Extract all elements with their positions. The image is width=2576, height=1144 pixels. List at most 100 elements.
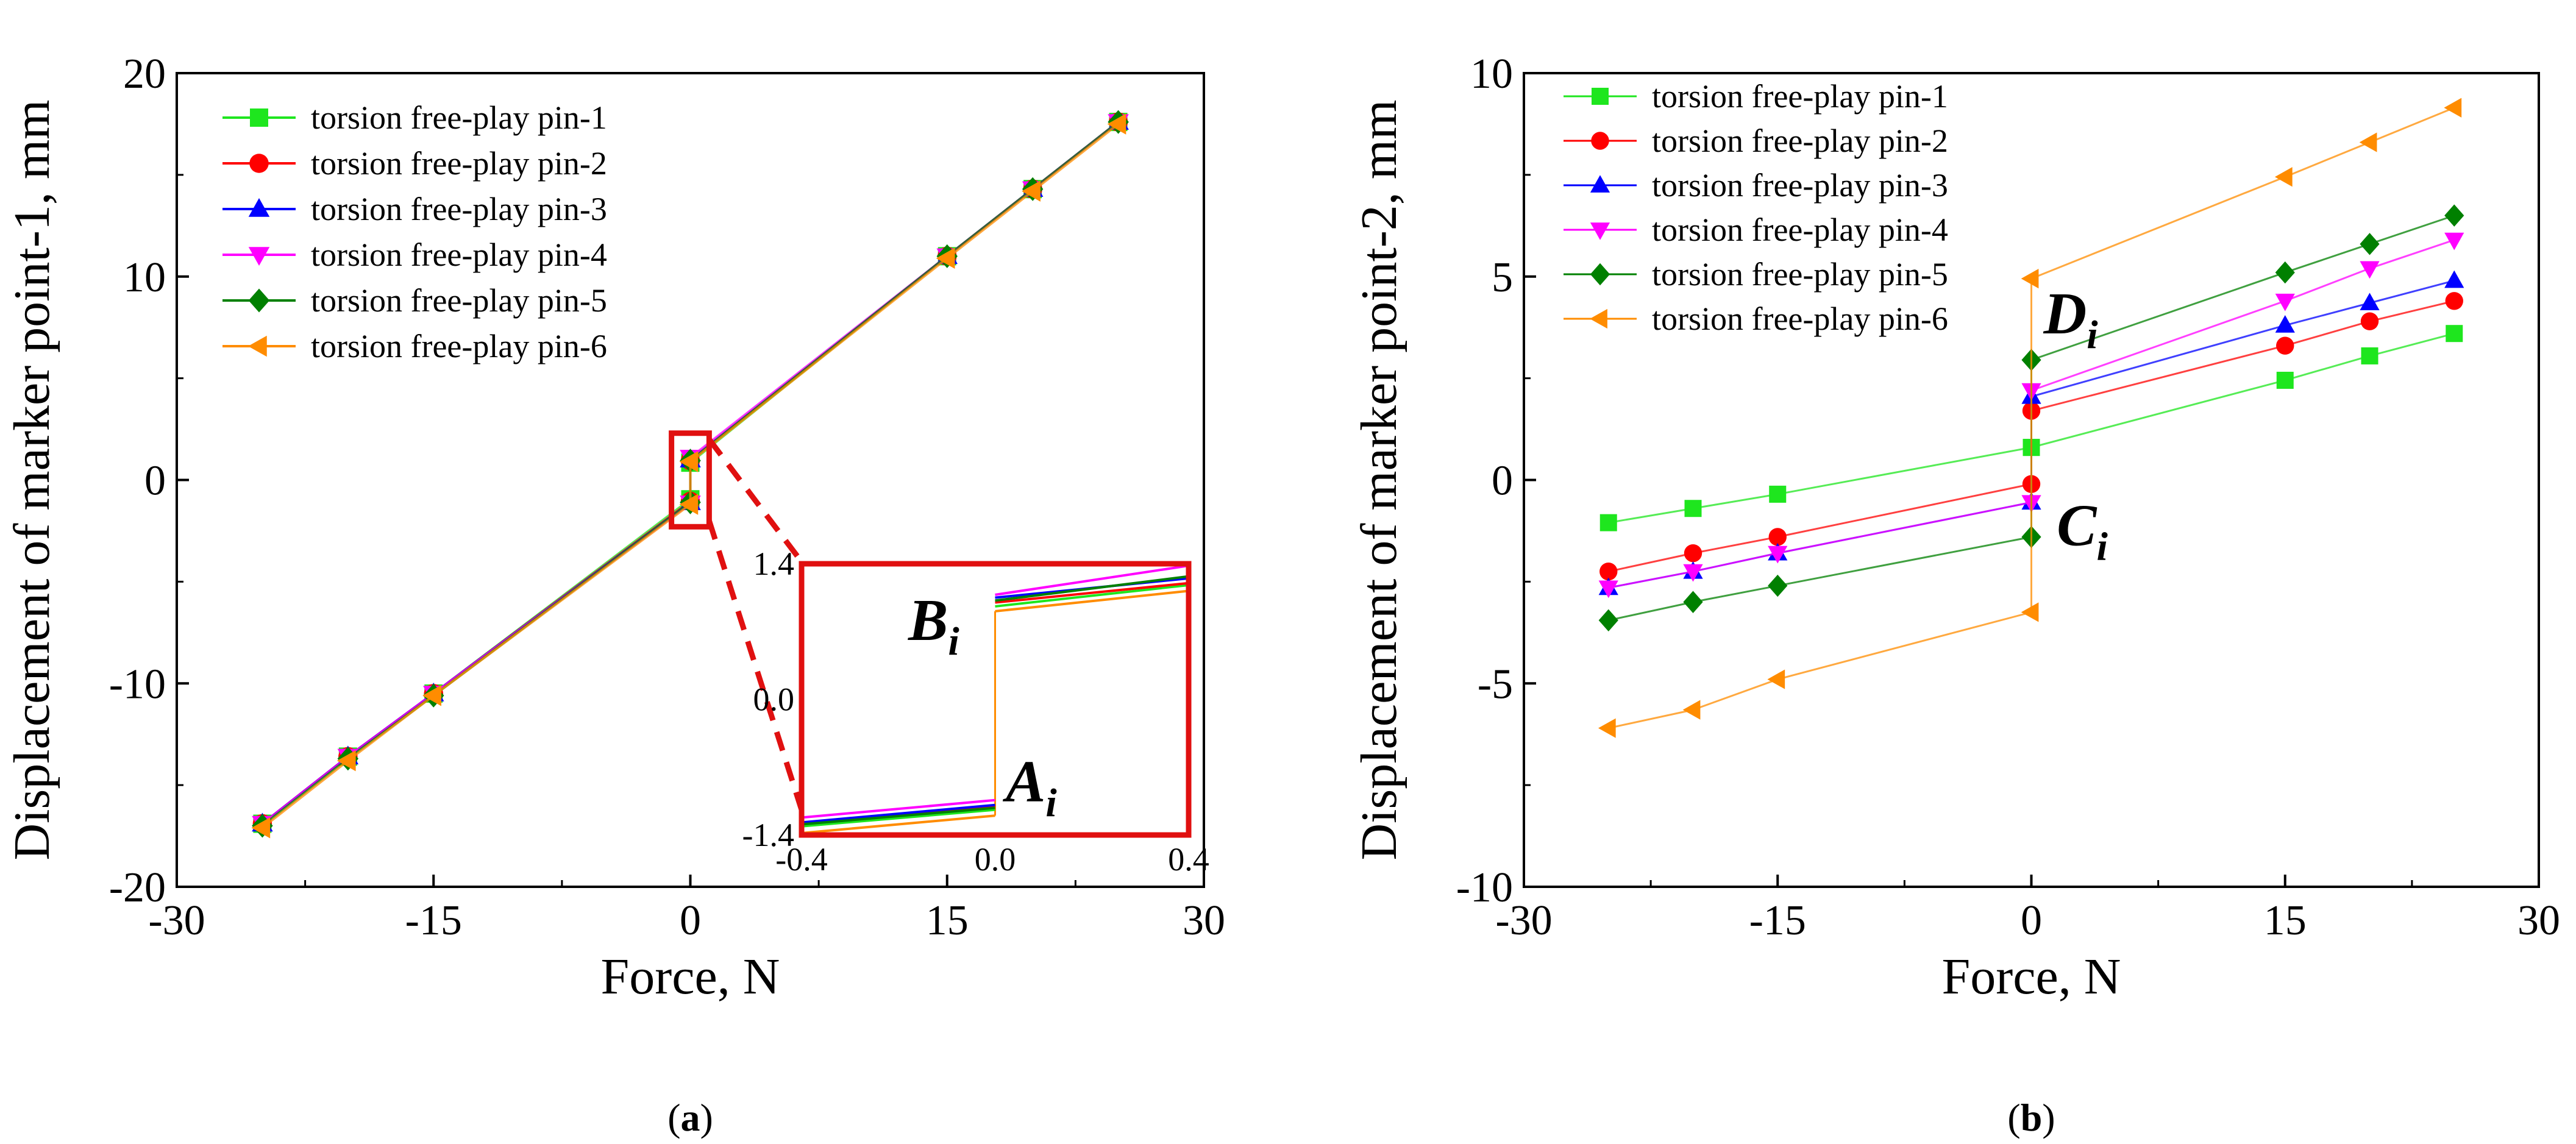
data-point-pin-6 [679, 494, 699, 515]
y-tick-label: 20 [123, 51, 166, 98]
y-tick-label: -20 [109, 864, 166, 911]
data-point-pin-2 [1684, 544, 1703, 563]
x-tick-label: -30 [148, 897, 205, 944]
y-tick-label: 10 [123, 254, 166, 301]
inset-series-left-pin-5 [801, 806, 995, 826]
data-point-pin-5 [2444, 204, 2464, 227]
data-point-pin-5 [1683, 591, 1703, 613]
legend-label-pin-6: torsion free-play pin-6 [1652, 300, 1948, 337]
inset-series-left-pin-3 [801, 803, 995, 824]
x-tick-label: 30 [1183, 897, 1225, 944]
y-tick-label: 5 [1492, 254, 1513, 301]
x-tick-label: -15 [1749, 897, 1806, 944]
inset-series-right-pin-1 [995, 583, 1189, 608]
inset-series-left-pin-6 [801, 814, 995, 834]
legend-label-pin-3: torsion free-play pin-3 [311, 191, 607, 227]
data-point-pin-5 [1768, 574, 1788, 597]
legend-label-pin-1: torsion free-play pin-1 [311, 99, 607, 136]
inset-series-right-pin-2 [995, 581, 1189, 604]
inset-y-tick-label: -1.4 [742, 817, 794, 853]
legend-marker-pin-1 [250, 108, 268, 127]
y-tick-label: -10 [1456, 864, 1513, 911]
zoom-connector-line [706, 519, 811, 830]
data-point-pin-6 [936, 247, 955, 269]
y-tick-label: -5 [1478, 661, 1513, 708]
panel-a-x-axis-label: Force, N [601, 948, 780, 1005]
legend-marker-pin-4 [248, 247, 270, 266]
data-point-pin-6 [1107, 113, 1126, 135]
legend-marker-pin-3 [248, 198, 270, 217]
panel-a-series-group [251, 110, 1129, 839]
panel-b-y-axis-label: Displacement of marker point-2, mm [1351, 100, 1407, 861]
data-point-pin-4 [2444, 232, 2464, 250]
data-point-pin-6 [1022, 180, 1041, 202]
panel-a-legend: torsion free-play pin-1 torsion free-play… [222, 99, 607, 364]
data-point-pin-2 [2276, 336, 2294, 355]
legend-label-pin-4: torsion free-play pin-4 [1652, 211, 1948, 248]
legend-marker-pin-6 [248, 335, 267, 357]
inset-series-right-pin-5 [995, 575, 1189, 602]
x-tick-label: 0 [680, 897, 701, 944]
data-point-pin-6 [2274, 167, 2293, 187]
zoom-connector-line [706, 438, 810, 572]
x-tick-label: -15 [405, 897, 462, 944]
legend-marker-pin-4 [1590, 222, 1610, 240]
y-tick-label: 0 [1492, 458, 1513, 505]
x-tick-label: -30 [1495, 897, 1552, 944]
inset-x-tick-label: 0.4 [1168, 841, 1209, 878]
inset-x-tick-label: -0.4 [775, 841, 827, 878]
legend-marker-pin-2 [1591, 132, 1609, 150]
panel-a-zoom-callout [669, 430, 811, 830]
data-point-pin-1 [2361, 347, 2379, 364]
data-point-pin-6 [1767, 669, 1785, 689]
data-point-pin-5 [1598, 609, 1618, 631]
x-tick-label: 15 [2264, 897, 2307, 944]
data-point-pin-6 [1598, 718, 1616, 738]
data-point-pin-6 [422, 685, 441, 706]
zoom-region-box [669, 430, 712, 530]
legend-marker-pin-3 [1590, 175, 1610, 193]
data-point-pin-3 [2275, 315, 2295, 333]
panel-b-legend: torsion free-play pin-1 torsion free-play… [1564, 78, 1948, 337]
panel-a-y-axis-label: Displacement of marker point-1, mm [4, 100, 60, 861]
inset-series-right-pin-4 [995, 564, 1189, 596]
data-point-pin-1 [2276, 371, 2294, 389]
x-tick-label: 15 [926, 897, 969, 944]
legend-label-pin-4: torsion free-play pin-4 [311, 236, 607, 273]
data-point-pin-2 [2445, 292, 2463, 310]
legend-label-pin-2: torsion free-play pin-2 [311, 145, 607, 182]
inset-frame [799, 561, 1192, 838]
data-point-pin-6 [2021, 602, 2039, 622]
data-point-pin-6 [679, 451, 699, 472]
legend-marker-pin-1 [1592, 88, 1609, 105]
data-point-pin-4 [1683, 564, 1703, 582]
panel-a-chart: -30 -15 0 15 30 -20 -10 0 10 20 Force, N Displace… [4, 51, 1225, 1139]
legend-label-pin-5: torsion free-play pin-5 [311, 282, 607, 319]
inset-x-tick-label: 0.0 [975, 841, 1016, 878]
legend-marker-pin-6 [1590, 308, 1607, 329]
legend-label-pin-1: torsion free-play pin-1 [1652, 78, 1948, 115]
legend-label-pin-5: torsion free-play pin-5 [1652, 256, 1948, 293]
panel-a-letter: (a) [667, 1096, 713, 1139]
data-point-pin-6 [2444, 98, 2462, 118]
inset-series-right-pin-6 [995, 589, 1189, 613]
legend-marker-pin-5 [1590, 263, 1610, 286]
legend-label-pin-3: torsion free-play pin-3 [1652, 167, 1948, 204]
inset-series-left-pin-4 [801, 798, 995, 819]
legend-marker-pin-2 [249, 154, 269, 173]
series-line-pin-6 [262, 123, 1119, 829]
data-point-pin-3 [2360, 293, 2380, 311]
y-tick-label: 10 [1470, 51, 1513, 98]
series-line-pin-6 [1608, 107, 2455, 730]
data-point-pin-2 [1768, 528, 1787, 546]
data-point-pin-1 [1769, 485, 1787, 503]
panel-b-chart: -30 -15 0 15 30 -10 -5 0 5 10 Force, N Displaceme… [1351, 51, 2560, 1139]
legend-label-pin-6: torsion free-play pin-6 [311, 328, 607, 364]
data-point-pin-4 [2360, 261, 2380, 279]
inset-series-left-pin-1 [801, 808, 995, 828]
data-point-pin-5 [2275, 261, 2295, 284]
data-point-pin-1 [1599, 514, 1617, 531]
